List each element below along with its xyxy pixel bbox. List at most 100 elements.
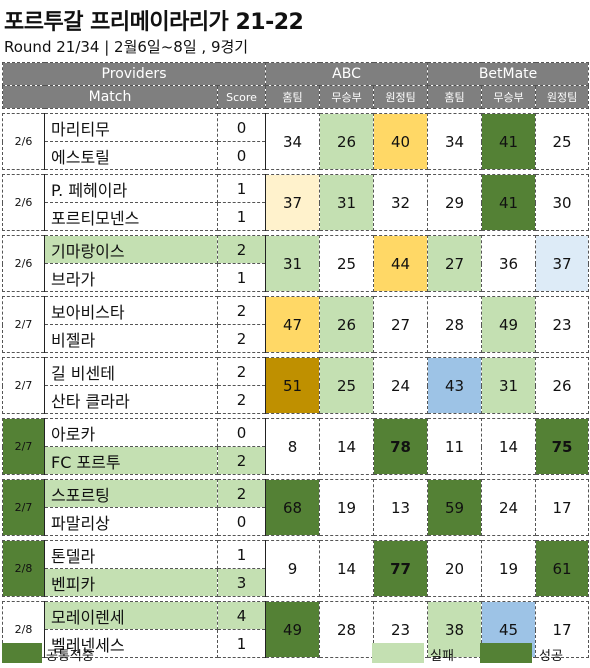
match-date: 2/7 — [2, 479, 45, 536]
away-score: 2 — [216, 324, 267, 353]
betmate-draw-pct: 24 — [481, 479, 537, 536]
abc-away-pct: 32 — [373, 174, 429, 231]
match-header: Match — [2, 85, 218, 109]
abc-draw-pct: 19 — [319, 479, 375, 536]
betmate-home-pct: 59 — [427, 479, 483, 536]
prediction-table: Providers ABC BetMate Match Score 홈팀 무승부… — [1, 62, 590, 658]
abc-home-pct: 31 — [265, 235, 321, 292]
home-team: 마리티무 — [44, 113, 218, 142]
home-score: 1 — [216, 174, 267, 203]
home-team: 보아비스타 — [44, 296, 218, 325]
home-team: 톤델라 — [44, 540, 218, 569]
match-row-away: 브라가 1 — [3, 263, 589, 292]
match-date: 2/6 — [2, 174, 45, 231]
match-row-away: 벨레넨세스 1 — [3, 629, 589, 658]
home-score: 0 — [216, 418, 267, 447]
abc-home-pct: 68 — [265, 479, 321, 536]
abc-draw-pct: 28 — [319, 601, 375, 658]
betmate-home-pct: 29 — [427, 174, 483, 231]
abc-away-pct: 77 — [373, 540, 429, 597]
away-team: 벨레넨세스 — [44, 629, 218, 658]
home-score: 2 — [216, 235, 267, 264]
abc-draw-pct: 25 — [319, 357, 375, 414]
match-row-away: 벤피카 3 — [3, 568, 589, 597]
legend-common-swatch — [2, 643, 42, 663]
match-row-away: 에스토릴 0 — [3, 141, 589, 170]
betmate-away-header: 원정팀 — [535, 85, 590, 109]
home-team: 길 비센테 — [44, 357, 218, 386]
abc-away-pct: 44 — [373, 235, 429, 292]
away-score: 3 — [216, 568, 267, 597]
away-team: 파말리상 — [44, 507, 218, 536]
match-row: 2/6 P. 페헤이라 1 37 31 32 29 41 30 — [2, 174, 590, 231]
legend-common-label: 공통적중 — [46, 649, 94, 664]
match-row: 2/7 스포르팅 2 68 19 13 59 24 17 — [2, 479, 590, 536]
legend-fail-label: 실패 — [430, 649, 454, 664]
home-score: 2 — [216, 479, 267, 508]
betmate-draw-pct: 31 — [481, 357, 537, 414]
match-date: 2/7 — [2, 418, 45, 475]
abc-draw-pct: 14 — [319, 540, 375, 597]
abc-home-pct: 49 — [265, 601, 321, 658]
betmate-draw-pct: 36 — [481, 235, 537, 292]
betmate-draw-header: 무승부 — [481, 85, 537, 109]
legend-fail-swatch — [372, 643, 424, 663]
match-row: 2/7 아로카 0 8 14 78 11 14 75 — [2, 418, 590, 475]
match-date: 2/7 — [2, 357, 45, 414]
betmate-home-pct: 34 — [427, 113, 483, 170]
abc-header: ABC — [265, 62, 429, 86]
away-score: 1 — [216, 629, 267, 658]
betmate-home-pct: 11 — [427, 418, 483, 475]
legend-success-label: 성공 — [539, 649, 563, 664]
betmate-home-pct: 28 — [427, 296, 483, 353]
betmate-away-pct: 30 — [535, 174, 590, 231]
page-title: 포르투갈 프리메이라리가 21-22 — [4, 10, 304, 35]
abc-away-pct: 27 — [373, 296, 429, 353]
abc-draw-header: 무승부 — [319, 85, 375, 109]
match-row-away: 포르티모넨스 1 — [3, 202, 589, 231]
betmate-home-pct: 43 — [427, 357, 483, 414]
abc-away-pct: 24 — [373, 357, 429, 414]
match-row-away: 산타 클라라 2 — [3, 385, 589, 414]
abc-draw-pct: 26 — [319, 113, 375, 170]
abc-away-pct: 78 — [373, 418, 429, 475]
abc-home-pct: 9 — [265, 540, 321, 597]
betmate-draw-pct: 41 — [481, 113, 537, 170]
home-score: 2 — [216, 357, 267, 386]
home-team: 모레이렌세 — [44, 601, 218, 630]
abc-draw-pct: 25 — [319, 235, 375, 292]
away-team: 산타 클라라 — [44, 385, 218, 414]
match-row-away: 비젤라 2 — [3, 324, 589, 353]
providers-header: Providers — [1, 62, 267, 86]
betmate-draw-pct: 41 — [481, 174, 537, 231]
abc-home-pct: 34 — [265, 113, 321, 170]
legend: 공통적중 실패 성공 — [2, 643, 588, 664]
betmate-draw-pct: 19 — [481, 540, 537, 597]
score-header: Score — [216, 85, 267, 109]
abc-draw-pct: 31 — [319, 174, 375, 231]
abc-away-header: 원정팀 — [373, 85, 429, 109]
home-team: 아로카 — [44, 418, 218, 447]
home-team: P. 페헤이라 — [44, 174, 218, 203]
match-date: 2/6 — [2, 113, 45, 170]
betmate-away-pct: 37 — [535, 235, 590, 292]
betmate-away-pct: 17 — [535, 601, 590, 658]
abc-home-pct: 47 — [265, 296, 321, 353]
home-score: 0 — [216, 113, 267, 142]
abc-away-pct: 40 — [373, 113, 429, 170]
betmate-away-pct: 17 — [535, 479, 590, 536]
away-score: 2 — [216, 385, 267, 414]
match-date: 2/8 — [2, 540, 45, 597]
abc-draw-pct: 14 — [319, 418, 375, 475]
away-team: 비젤라 — [44, 324, 218, 353]
betmate-home-pct: 38 — [427, 601, 483, 658]
betmate-draw-pct: 49 — [481, 296, 537, 353]
betmate-away-pct: 26 — [535, 357, 590, 414]
abc-draw-pct: 26 — [319, 296, 375, 353]
abc-home-header: 홈팀 — [265, 85, 321, 109]
match-date: 2/6 — [2, 235, 45, 292]
away-score: 1 — [216, 202, 267, 231]
away-team: 포르티모넨스 — [44, 202, 218, 231]
match-row-away: 파말리상 0 — [3, 507, 589, 536]
match-row: 2/7 보아비스타 2 47 26 27 28 49 23 — [2, 296, 590, 353]
